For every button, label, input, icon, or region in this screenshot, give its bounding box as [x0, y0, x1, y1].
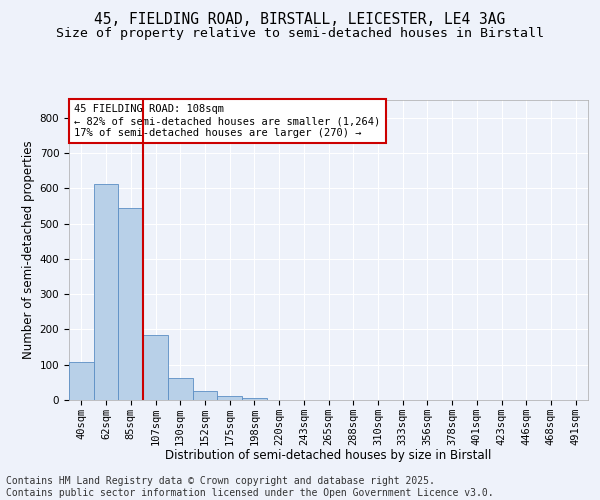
Bar [94, 184, 118, 400]
Bar [143, 334, 168, 400]
Bar [69, 362, 94, 400]
Text: 45 FIELDING ROAD: 108sqm
← 82% of semi-detached houses are smaller (1,264)
17% o: 45 FIELDING ROAD: 108sqm ← 82% of semi-d… [74, 104, 380, 138]
Text: Contains HM Land Registry data © Crown copyright and database right 2025.
Contai: Contains HM Land Registry data © Crown c… [6, 476, 494, 498]
Bar [242, 398, 267, 400]
Text: 45, FIELDING ROAD, BIRSTALL, LEICESTER, LE4 3AG: 45, FIELDING ROAD, BIRSTALL, LEICESTER, … [94, 12, 506, 28]
Bar [118, 208, 143, 400]
Bar [193, 391, 217, 400]
Bar [168, 378, 193, 400]
Text: Size of property relative to semi-detached houses in Birstall: Size of property relative to semi-detach… [56, 28, 544, 40]
X-axis label: Distribution of semi-detached houses by size in Birstall: Distribution of semi-detached houses by … [166, 450, 491, 462]
Y-axis label: Number of semi-detached properties: Number of semi-detached properties [22, 140, 35, 360]
Bar [217, 396, 242, 400]
